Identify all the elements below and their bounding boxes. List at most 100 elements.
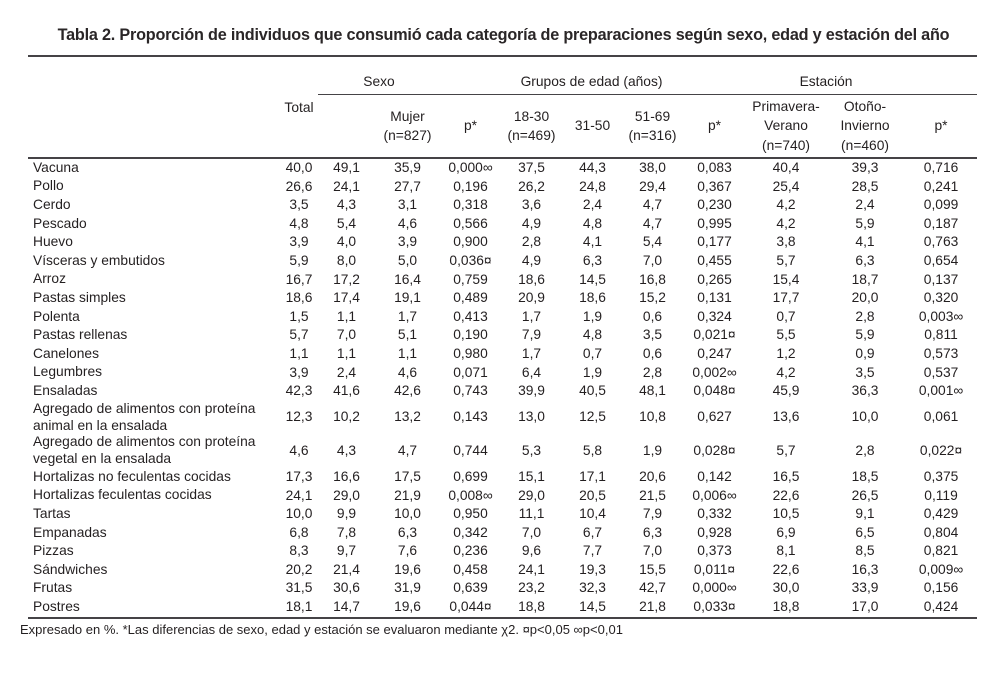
- data-cell: 19,6: [394, 561, 421, 577]
- data-cell: 40,0: [285, 160, 313, 175]
- data-cell: 0,324: [697, 308, 732, 324]
- data-cell: 16,3: [851, 561, 879, 577]
- data-cell: 17,0: [825, 598, 906, 619]
- data-cell: 0,6: [642, 345, 663, 361]
- data-cell: 16,7: [285, 271, 313, 287]
- group-header-row: Total Sexo Grupos de edad (años) Estació…: [28, 55, 978, 159]
- data-cell: 0,230: [697, 197, 732, 213]
- row-label: Ensaladas: [33, 383, 98, 399]
- data-cell: 42,3: [285, 383, 313, 399]
- data-cell: 9,6: [521, 543, 542, 559]
- data-cell: 17,4: [333, 290, 360, 306]
- data-cell: 2,8: [855, 308, 875, 324]
- data-cell: 4,2: [776, 197, 796, 213]
- data-cell: 16,8: [639, 271, 666, 287]
- row-label: Sándwiches: [33, 561, 108, 577]
- data-cell: 42,7: [639, 580, 666, 596]
- data-cell: 16,4: [394, 271, 421, 287]
- data-cell: 15,4: [772, 271, 800, 287]
- data-cell: 14,7: [318, 598, 375, 619]
- table-row: Ensaladas 42,3 41,6 42,6 0,743 39,9 40,5 48,1 0,…: [28, 382, 977, 401]
- data-cell: 17,3: [285, 468, 313, 484]
- group-header-fill-sexo-p: [440, 55, 502, 95]
- data-cell: 15,1: [518, 468, 545, 484]
- data-cell: 0,455: [697, 252, 732, 268]
- data-cell: 6,5: [855, 524, 875, 540]
- table-row: Hortalizas feculentas cocidas 24,1 29,0 21,…: [28, 487, 977, 506]
- data-cell: 3,1: [397, 197, 418, 213]
- data-cell: 16,6: [333, 468, 360, 484]
- footnote: Expresado en %. *Las diferencias de sexo…: [20, 622, 623, 637]
- data-cell: 4,8: [289, 215, 309, 231]
- row-label: Pizzas: [33, 543, 74, 559]
- col-header-total: Total: [280, 55, 318, 159]
- data-cell: 18,6: [579, 290, 606, 306]
- data-cell: 5,9: [289, 252, 309, 268]
- data-cell: 0,980: [453, 345, 488, 361]
- row-label: Polenta: [33, 308, 80, 324]
- data-cell: 0,036¤: [449, 252, 492, 268]
- data-cell: 8,1: [776, 543, 796, 559]
- data-cell: 0,537: [923, 364, 959, 380]
- data-cell: 4,8: [582, 215, 603, 231]
- data-cell: 12,3: [285, 409, 313, 425]
- data-cell: 10,8: [639, 409, 666, 425]
- data-cell: 18,1: [280, 598, 318, 619]
- table-row: Postres 18,1 14,7 19,6 0,044¤ 18,8 14,5 21,8 0,0…: [28, 598, 978, 619]
- data-cell: 42,6: [394, 383, 421, 399]
- data-cell: 1,7: [521, 308, 542, 324]
- table-row: Cerdo 3,5 4,3 3,1 0,318 3,6 2,4 4,7 0,230 4,2 2,4 0…: [28, 196, 977, 215]
- data-cell: 4,9: [521, 215, 542, 231]
- data-cell: 30,0: [772, 580, 800, 596]
- table-row: Arroz 16,7 17,2 16,4 0,759 18,6 14,5 16,8 0,265 1…: [28, 271, 977, 290]
- data-cell: 0,021¤: [693, 327, 736, 343]
- table-row: Polenta 1,5 1,1 1,7 0,413 1,7 1,9 0,6 0,324 0,7 2,…: [28, 308, 977, 327]
- data-cell: 0,061: [923, 409, 959, 425]
- row-label: Pollo: [33, 178, 64, 194]
- data-cell: 0,187: [923, 215, 959, 231]
- table-row: Pescado 4,8 5,4 4,6 0,566 4,9 4,8 4,7 0,995 4,2 5,…: [28, 215, 977, 234]
- data-cell: 0,375: [923, 468, 959, 484]
- row-label: Hortalizas no feculentas cocidas: [33, 468, 231, 484]
- data-cell: 5,8: [582, 442, 603, 458]
- data-cell: 4,7: [642, 215, 663, 231]
- data-cell: 0,028¤: [693, 442, 736, 458]
- data-cell: 0,811: [924, 327, 958, 343]
- data-cell: 0,759: [453, 271, 488, 287]
- row-label: Tartas: [33, 505, 71, 521]
- data-cell: 19,6: [375, 598, 441, 619]
- data-cell: 0,001∞: [918, 383, 964, 399]
- table-row: Pastas rellenas 5,7 7,0 5,1 0,190 7,9 4,8 3,5 0,…: [28, 326, 977, 345]
- data-cell: 35,9: [394, 160, 421, 175]
- data-cell: 27,7: [394, 178, 421, 194]
- data-cell: 6,3: [582, 252, 603, 268]
- data-cell: 20,5: [579, 487, 606, 503]
- data-cell: 4,6: [397, 215, 418, 231]
- table-row: Sándwiches 20,2 21,4 19,6 0,458 24,1 19,3 15,5 0…: [28, 561, 977, 580]
- data-cell: 16,5: [772, 468, 800, 484]
- col-header-primavera-verano: Primavera- Verano (n=740): [747, 94, 826, 159]
- data-cell: 0,821: [923, 543, 959, 559]
- data-cell: 22,6: [772, 561, 800, 577]
- data-cell: 0,022¤: [919, 442, 963, 458]
- data-cell: 3,9: [289, 234, 309, 250]
- data-cell: 5,3: [521, 442, 542, 458]
- data-cell: 0,241: [923, 178, 959, 194]
- data-cell: 0,048¤: [693, 383, 736, 399]
- data-cell: 4,0: [336, 234, 357, 250]
- table-row: Agregado de alimentos con proteína anima…: [28, 401, 977, 435]
- data-cell: 0,995: [697, 215, 732, 231]
- data-cell: 0,573: [923, 345, 959, 361]
- col-header-p-estacion: p*: [905, 94, 978, 159]
- row-label: Cerdo: [33, 197, 71, 213]
- data-cell: 40,4: [772, 160, 800, 175]
- data-cell: 49,1: [333, 160, 360, 175]
- data-cell: 17,5: [394, 468, 421, 484]
- data-cell: 26,6: [285, 178, 313, 194]
- data-cell: 0,265: [697, 271, 732, 287]
- data-cell: 0,131: [697, 290, 732, 306]
- data-cell: 0,003∞: [918, 308, 964, 324]
- data-cell: 0,033¤: [682, 598, 748, 619]
- col-header-otono-invierno: Otoño- Invierno (n=460): [825, 94, 906, 159]
- row-label: Pescado: [33, 215, 87, 231]
